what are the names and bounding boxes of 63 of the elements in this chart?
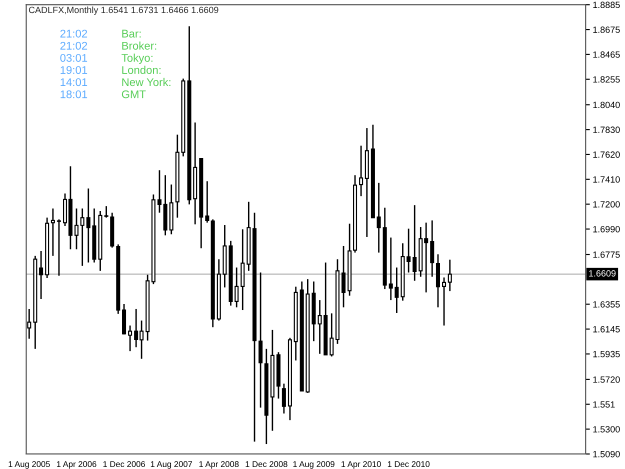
y-tick-label: 1.7410 (593, 176, 620, 183)
candlestick (56, 218, 61, 277)
ref-line-label: 1.6609 (589, 270, 616, 277)
x-tick-label: 1 Apr 2010 (342, 461, 381, 469)
candlestick (50, 208, 55, 257)
y-tick-label: 1.551 (593, 401, 615, 408)
y-tick-label: 1.8040 (593, 102, 620, 108)
candlestick (27, 308, 32, 340)
annotation: Tokyo: (122, 54, 152, 64)
candlestick (442, 276, 446, 326)
candlestick (342, 245, 346, 308)
annotation: New York: (122, 78, 170, 86)
y-tick-label: 1.5935 (593, 350, 620, 358)
candlestick (122, 303, 126, 336)
candlestick (330, 312, 334, 358)
y-tick-label: 1.6775 (593, 251, 620, 258)
annotation: GMT (122, 90, 146, 98)
y-tick-label: 1.7620 (593, 151, 620, 158)
candlestick (430, 220, 434, 278)
annotation: 03:01 (60, 54, 88, 62)
candlestick (80, 208, 84, 267)
y-tick-label: 1.8675 (593, 26, 620, 33)
annotation: Broker: (122, 42, 156, 50)
candlestick (205, 180, 210, 224)
y-tick-label: 1.7200 (593, 201, 620, 208)
y-tick-label: 1.6990 (593, 226, 620, 232)
candlestick (74, 208, 79, 250)
annotation: 19:01 (60, 66, 88, 74)
annotation: 21:02 (60, 42, 88, 50)
y-tick-label: 1.5300 (593, 426, 620, 432)
x-tick-label: 1 Dec 2008 (246, 461, 288, 468)
x-tick-label: 1 Apr 2006 (56, 461, 96, 469)
annotation: 21:02 (60, 30, 88, 38)
candlestick (128, 324, 132, 352)
y-tick-label: 1.8255 (593, 76, 620, 83)
candlestick (436, 254, 440, 308)
annotation: 14:01 (60, 78, 88, 86)
candlestick (359, 145, 364, 197)
candlestick (412, 204, 417, 282)
x-tick-label: 1 Dec 2006 (103, 461, 145, 468)
x-tick-label: 1 Aug 2007 (150, 461, 192, 469)
x-tick-label: 1 Aug 2009 (293, 461, 334, 469)
x-tick-label: 1 Apr 2008 (199, 461, 239, 469)
candlestick (258, 272, 263, 408)
x-tick-label: 1 Aug 2005 (8, 461, 50, 469)
candlestick (448, 259, 452, 292)
candlestick (282, 382, 286, 414)
candlestick (376, 182, 381, 254)
y-tick-label: 1.8885 (593, 2, 620, 8)
chart-title: CADLFX,Monthly 1.6541 1.6731 1.6466 1.6609 (28, 6, 218, 15)
candlestick (157, 170, 162, 214)
annotation: Bar: (122, 30, 141, 38)
annotation: London: (122, 66, 160, 74)
y-tick-label: 1.8465 (593, 51, 620, 58)
x-tick-label: 1 Dec 2010 (388, 461, 430, 468)
y-tick-label: 1.5720 (593, 376, 620, 383)
y-tick-label: 1.5090 (593, 450, 620, 458)
candlestick (240, 228, 245, 311)
annotation: 18:01 (60, 90, 88, 98)
y-tick-label: 1.6145 (593, 326, 620, 332)
candlestick (39, 250, 44, 300)
y-tick-label: 1.7830 (593, 126, 620, 133)
y-tick-label: 1.6355 (593, 301, 620, 308)
